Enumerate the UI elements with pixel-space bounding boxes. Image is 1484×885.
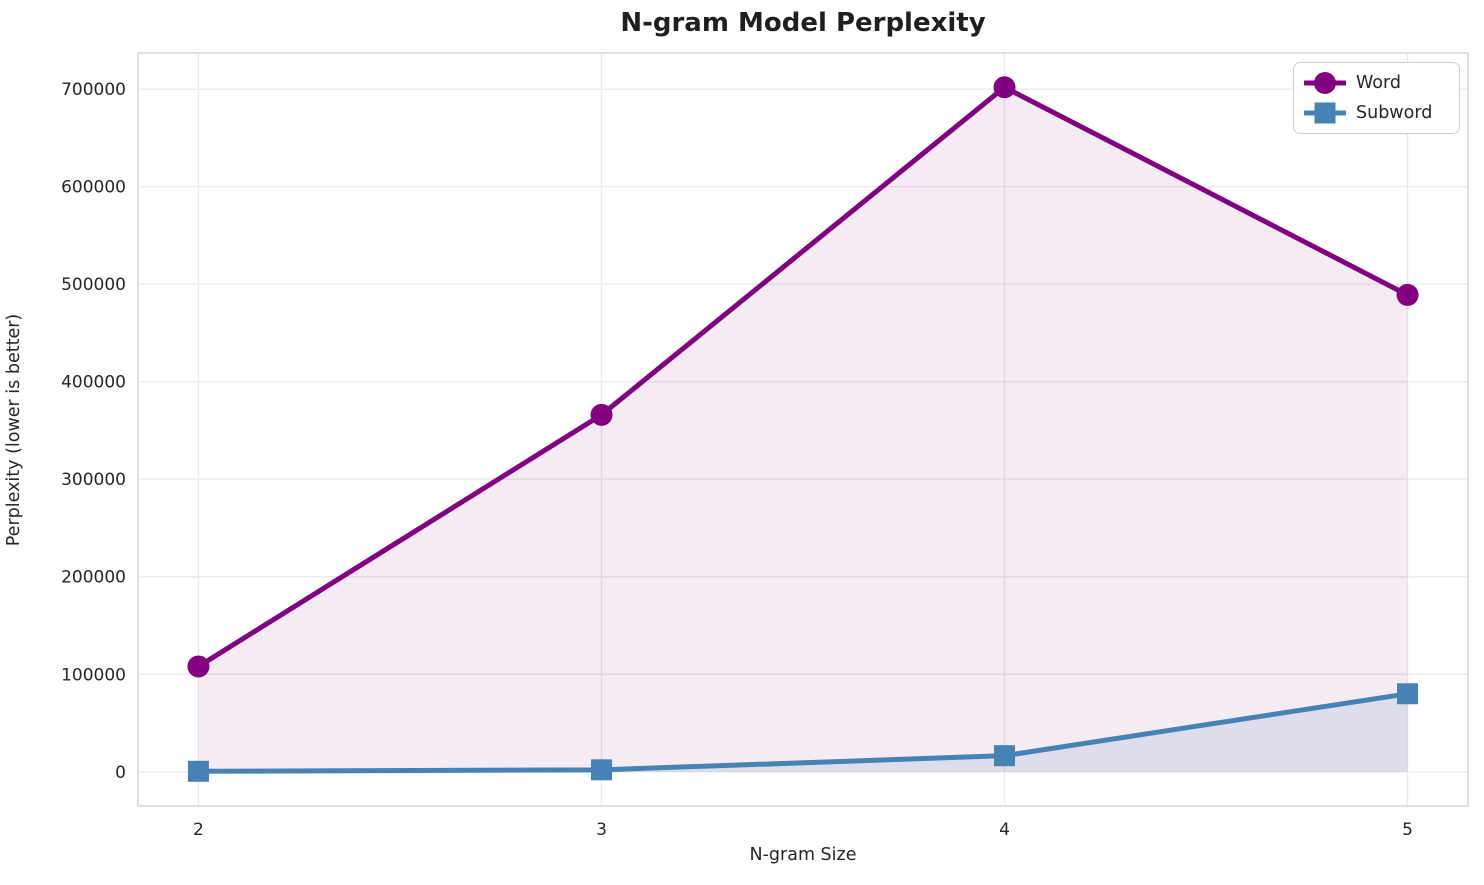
legend-item-word: Word xyxy=(1304,70,1447,96)
y-tick-label: 100000 xyxy=(61,665,126,685)
y-axis-label: Perplexity (lower is better) xyxy=(4,313,24,547)
y-tick-label: 700000 xyxy=(61,80,126,100)
legend: Word Subword xyxy=(1293,62,1460,134)
legend-label: Word xyxy=(1356,73,1401,93)
y-tick-label: 400000 xyxy=(61,373,126,393)
legend-square-marker-icon xyxy=(1304,102,1346,124)
marker-square-subword xyxy=(187,760,209,782)
area-fill-word xyxy=(198,87,1408,772)
x-tick-label: 2 xyxy=(193,820,204,840)
marker-circle-word xyxy=(187,655,210,678)
y-tick-label: 0 xyxy=(115,763,126,783)
y-tick-label: 500000 xyxy=(61,275,126,295)
y-tick-label: 300000 xyxy=(61,470,126,490)
x-tick-label: 3 xyxy=(596,820,607,840)
marker-square-subword xyxy=(1397,683,1419,705)
y-tick-label: 200000 xyxy=(61,568,126,588)
x-tick-label: 4 xyxy=(999,820,1010,840)
marker-circle-word xyxy=(1396,283,1419,306)
marker-square-subword xyxy=(994,745,1016,767)
y-tick-label: 600000 xyxy=(61,178,126,198)
marker-square-subword xyxy=(590,759,612,781)
x-axis-label: N-gram Size xyxy=(749,845,857,865)
marker-circle-word xyxy=(590,403,613,426)
x-tick-label: 5 xyxy=(1402,820,1413,840)
plot-border xyxy=(137,52,1469,807)
legend-circle-marker-icon xyxy=(1304,72,1346,94)
legend-item-subword: Subword xyxy=(1304,100,1447,126)
area-fill-subword xyxy=(198,693,1408,772)
legend-label: Subword xyxy=(1356,103,1433,123)
marker-circle-word xyxy=(993,76,1016,99)
series-line-subword xyxy=(195,691,1411,774)
chart-title: N-gram Model Perplexity xyxy=(620,8,986,38)
series-line-word xyxy=(195,84,1411,669)
